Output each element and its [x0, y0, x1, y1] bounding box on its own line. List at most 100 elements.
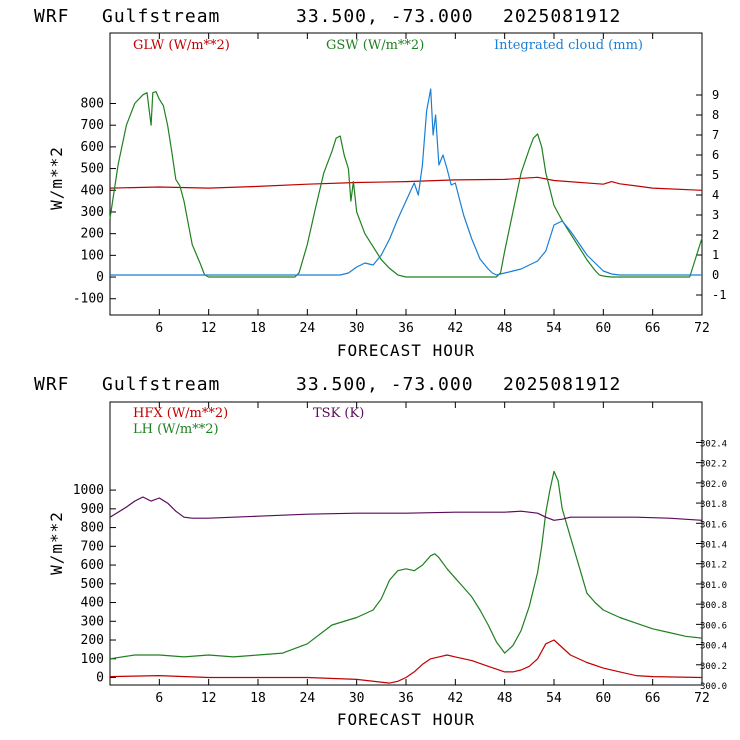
bottom-header-run: 2025081912: [503, 374, 621, 395]
top-xtick-label: 18: [250, 321, 266, 336]
bottom-legend-hfx: HFX (W/m**2): [133, 406, 228, 421]
bot-xtick-label: 66: [645, 691, 661, 706]
bot-xtick-label: 30: [349, 691, 365, 706]
top-ytick-label: 0: [96, 270, 104, 285]
top-ytick-label: 200: [81, 227, 104, 242]
bot-y2tick-label: 302.2: [700, 460, 727, 470]
bot-y2tick-label: 300.2: [700, 662, 727, 672]
bot-y2tick-label: 300.8: [700, 601, 727, 611]
top-header-coords: 33.500, -73.000: [296, 6, 474, 27]
top-chart: WRF Gulfstream 33.500, -73.000 202508191…: [34, 6, 726, 360]
top-xtick-label: 36: [398, 321, 414, 336]
top-y2tick-label: 0: [712, 268, 719, 282]
top-legend-gsw: GSW (W/m**2): [326, 38, 424, 53]
bot-ytick-label: 700: [81, 539, 104, 554]
top-xtick-label: 42: [448, 321, 464, 336]
top-series-cloud-line: [110, 88, 702, 276]
top-x-axis: 6 12 18 24 30 36 42 48 54 60 66 72: [155, 33, 710, 336]
bot-xtick-label: 72: [694, 691, 710, 706]
top-xtick-label: 66: [645, 321, 661, 336]
bot-xtick-label: 48: [497, 691, 513, 706]
top-legend-glw: GLW (W/m**2): [133, 38, 230, 53]
top-y2tick-label: 8: [712, 108, 719, 122]
bottom-header-coords: 33.500, -73.000: [296, 374, 474, 395]
top-series-gsw-line: [109, 90, 703, 278]
bot-series-tsk-line: [109, 496, 703, 521]
bot-xtick-label: 18: [250, 691, 266, 706]
bottom-legend-tsk: TSK (K): [313, 406, 364, 421]
bot-xtick-label: 42: [448, 691, 464, 706]
top-header-model: WRF: [34, 6, 70, 27]
bot-series-hfx-line: [109, 639, 703, 684]
bottom-header-location: Gulfstream: [102, 374, 220, 395]
bot-y2tick-label: 301.4: [700, 541, 727, 551]
bot-ytick-label: 200: [81, 633, 104, 648]
top-xtick-label: 54: [546, 321, 562, 336]
bot-ytick-label: 1000: [73, 483, 104, 498]
bottom-legend-lh: LH (W/m**2): [133, 422, 219, 437]
top-xtick-label: 12: [201, 321, 217, 336]
top-ytick-label: -100: [73, 292, 104, 307]
bot-y2tick-label: 300.4: [700, 642, 727, 652]
top-ytick-label: 300: [81, 205, 104, 220]
top-y-axis-label: W/m**2: [47, 146, 66, 210]
bottom-y-axis: 0 100 200 300 400 500 600 700 800 900 1000: [73, 483, 116, 686]
top-y2tick-label: 3: [712, 208, 719, 222]
bot-y2tick-label: 300.0: [700, 682, 727, 692]
bot-y2tick-label: 302.0: [700, 480, 727, 490]
bot-ytick-label: 500: [81, 577, 104, 592]
bottom-x-axis-label: FORECAST HOUR: [337, 710, 475, 729]
bottom-y2-axis: 300.0 300.2 300.4 300.6 300.8 301.0 301.2 301.4…: [696, 439, 727, 692]
top-header-run: 2025081912: [503, 6, 621, 27]
top-y2tick-label: 9: [712, 88, 719, 102]
top-y2tick-label: 2: [712, 228, 719, 242]
top-x-axis-label: FORECAST HOUR: [337, 341, 475, 360]
top-ytick-label: 800: [81, 97, 104, 112]
top-ytick-label: 600: [81, 140, 104, 155]
bot-y2tick-label: 301.6: [700, 520, 727, 530]
top-y2tick-label: 4: [712, 188, 719, 202]
bot-y2tick-label: 300.6: [700, 621, 727, 631]
top-xtick-label: 6: [155, 321, 163, 336]
bot-y2tick-label: 301.0: [700, 581, 727, 591]
bottom-x-axis: 6 12 18 24 30 36 42 48 54 60 66 72: [155, 402, 710, 706]
bottom-y-axis-label: W/m**2: [47, 511, 66, 575]
bot-y2tick-label: 301.8: [700, 500, 727, 510]
top-y2tick-label: 1: [712, 248, 719, 262]
bot-ytick-label: 900: [81, 502, 104, 517]
bot-ytick-label: 400: [81, 596, 104, 611]
bot-xtick-label: 36: [398, 691, 414, 706]
top-series-glw-line: [109, 176, 703, 191]
top-xtick-label: 24: [300, 321, 316, 336]
top-header-location: Gulfstream: [102, 6, 220, 27]
bot-xtick-label: 6: [155, 691, 163, 706]
bot-xtick-label: 12: [201, 691, 217, 706]
top-y2tick-label: 6: [712, 148, 719, 162]
bottom-chart: WRF Gulfstream 33.500, -73.000 202508191…: [34, 374, 727, 729]
bottom-header-model: WRF: [34, 374, 70, 395]
top-y2tick-label: 5: [712, 168, 719, 182]
bottom-series-group: [109, 470, 703, 684]
bot-ytick-label: 300: [81, 614, 104, 629]
bot-ytick-label: 600: [81, 558, 104, 573]
top-ytick-label: 400: [81, 183, 104, 198]
bot-xtick-label: 60: [596, 691, 612, 706]
top-ytick-label: 100: [81, 248, 104, 263]
bot-xtick-label: 54: [546, 691, 562, 706]
top-y2tick-label: 7: [712, 128, 719, 142]
bot-ytick-label: 0: [96, 671, 104, 686]
top-xtick-label: 48: [497, 321, 513, 336]
top-ytick-label: 500: [81, 162, 104, 177]
bot-series-lh-line: [109, 470, 703, 660]
top-y-axis: -100 0 100 200 300 400 500 600 700 800: [73, 97, 116, 307]
bot-xtick-label: 24: [300, 691, 316, 706]
bot-y2tick-label: 302.4: [700, 439, 727, 449]
top-plot-frame: [109, 32, 703, 316]
top-y2tick-label: -1: [712, 288, 726, 302]
bot-ytick-label: 800: [81, 521, 104, 536]
top-xtick-label: 30: [349, 321, 365, 336]
top-ytick-label: 700: [81, 118, 104, 133]
bot-y2tick-label: 301.2: [700, 561, 727, 571]
bottom-plot-frame: [109, 401, 703, 686]
